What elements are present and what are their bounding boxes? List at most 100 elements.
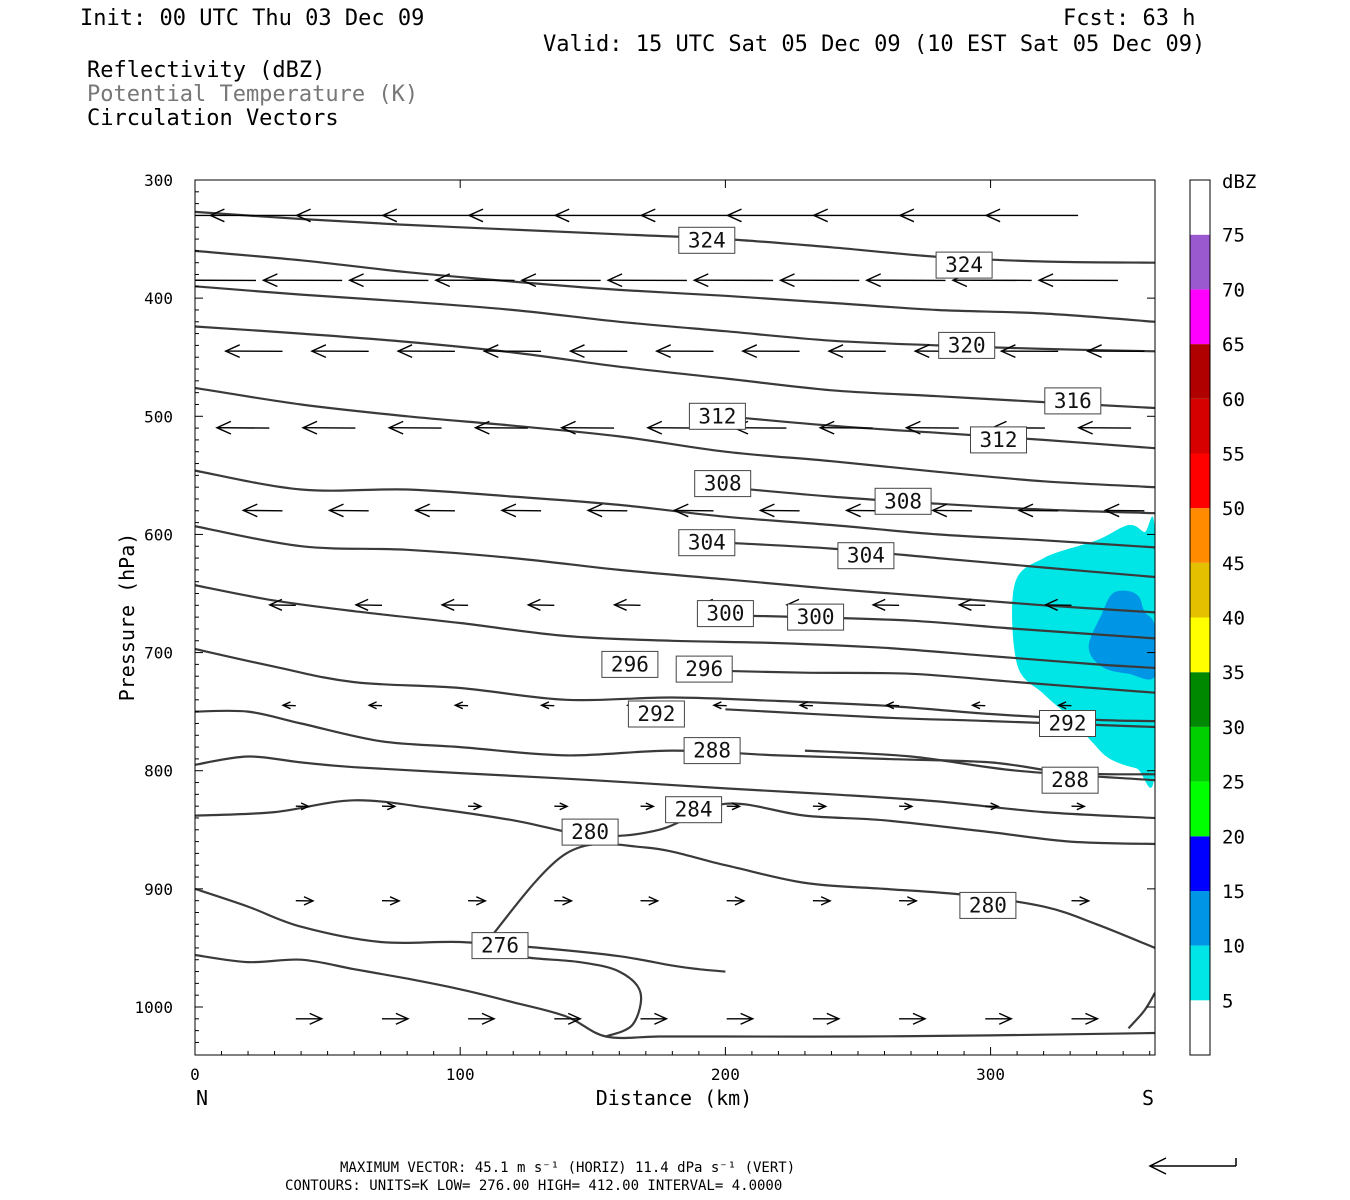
vector-head [327,503,344,518]
circulation-vector [984,208,1079,223]
circulation-vector [758,503,800,518]
circulation-vector [301,420,356,435]
vector-head [367,701,377,710]
circulation-vector [1071,1012,1100,1025]
vector-head [798,701,808,710]
circulation-vector [899,802,914,811]
colorbar-unit: dBZ [1222,171,1256,193]
contour-label-text: 316 [1054,389,1092,413]
vector-head [539,701,550,710]
contour-label-box [694,470,752,498]
colorbar-level-label: 60 [1222,389,1245,411]
vector-head [520,273,537,288]
contour-label-288: 288 [683,737,741,765]
circulation-vector [811,208,906,223]
y-tick-label: 500 [144,407,173,426]
vector-head [904,420,921,435]
circulation-vector [639,208,734,223]
vector-head [826,1012,841,1025]
circulation-vector [612,598,641,611]
vector-head [562,896,574,906]
vector-head [827,344,844,359]
vector-head [1057,701,1067,710]
vector-head [639,208,656,223]
circulation-vector [295,896,315,906]
colorbar-level-label: 15 [1222,881,1245,903]
contour-label-312: 312 [970,426,1027,454]
vector-head [884,701,895,710]
vector-head [553,208,570,223]
circulation-vector [223,344,283,359]
circulation-vector [468,1012,496,1025]
vector-head [354,598,369,611]
vector-head [648,896,660,906]
contour-label-text: 320 [948,333,986,357]
circulation-vector [467,208,561,223]
vector-head [1079,896,1091,906]
contour-label-296: 296 [675,655,733,683]
theta-contour-276 [1127,992,1155,1030]
vector-head [907,896,918,906]
contour-label-304: 304 [678,529,736,557]
circulation-vector [281,701,296,710]
contour-label-text: 304 [847,544,885,568]
theta-contour-280 [485,842,1155,949]
contour-label-text: 284 [675,798,713,822]
colorbar-level-label: 70 [1222,279,1245,301]
contour-label-text: 308 [704,472,742,496]
circulation-vector [526,598,555,611]
vector-head [301,420,318,435]
circulation-vector [899,1012,927,1025]
circulation-vector [294,208,389,223]
theta-contour-324 [195,249,1155,323]
theta-contour-312 [725,415,1155,450]
circulation-vector [778,273,860,288]
circulation-vector [1043,598,1072,611]
circulation-vector [396,344,455,359]
vector-head [387,802,397,811]
vector-head [758,503,775,518]
circulation-vector [692,273,774,288]
circulation-vector [520,273,601,288]
circulation-vector [453,701,469,710]
theta-contour-276 [486,946,643,1038]
contour-label-box [601,650,659,678]
circulation-vector [640,896,660,906]
circulation-vector [864,273,946,288]
contour-label-box [1044,387,1102,415]
vector-head [500,503,517,518]
vector-head [1085,1012,1100,1025]
circulation-vector [382,1012,410,1025]
vector-head [725,208,742,223]
vector-head [654,344,671,359]
contour-label-text: 296 [685,657,723,681]
circulation-vector [261,273,343,288]
circulation-vector [871,598,900,611]
vector-head [453,701,464,710]
circulation-vector [985,802,1000,811]
north-end-label: N [196,1086,208,1110]
vector-head [241,503,258,518]
circulation-vector [672,503,714,518]
contour-label-box [688,402,746,430]
contour-label-text: 304 [688,531,726,555]
contour-label-292: 292 [1039,710,1096,737]
theta-contour-300 [195,584,1155,669]
colorbar-frame [1189,179,1211,1056]
vector-head [389,896,401,906]
vector-head [984,208,1001,223]
vector-head [1085,344,1102,359]
vector-head [612,598,627,611]
contour-label-text: 280 [969,893,1007,917]
vector-head [396,344,413,359]
contour-label-text: 324 [945,253,983,277]
circulation-vector [884,701,900,710]
vector-head [844,503,861,518]
circulation-vector [554,1012,583,1025]
theta-contour-288 [195,755,1155,820]
theta-contour-324 [195,210,1155,264]
contour-label-324: 324 [678,226,736,254]
circulation-vector [1071,802,1087,811]
circulation-vector [482,344,542,359]
contour-label-box [471,932,529,960]
